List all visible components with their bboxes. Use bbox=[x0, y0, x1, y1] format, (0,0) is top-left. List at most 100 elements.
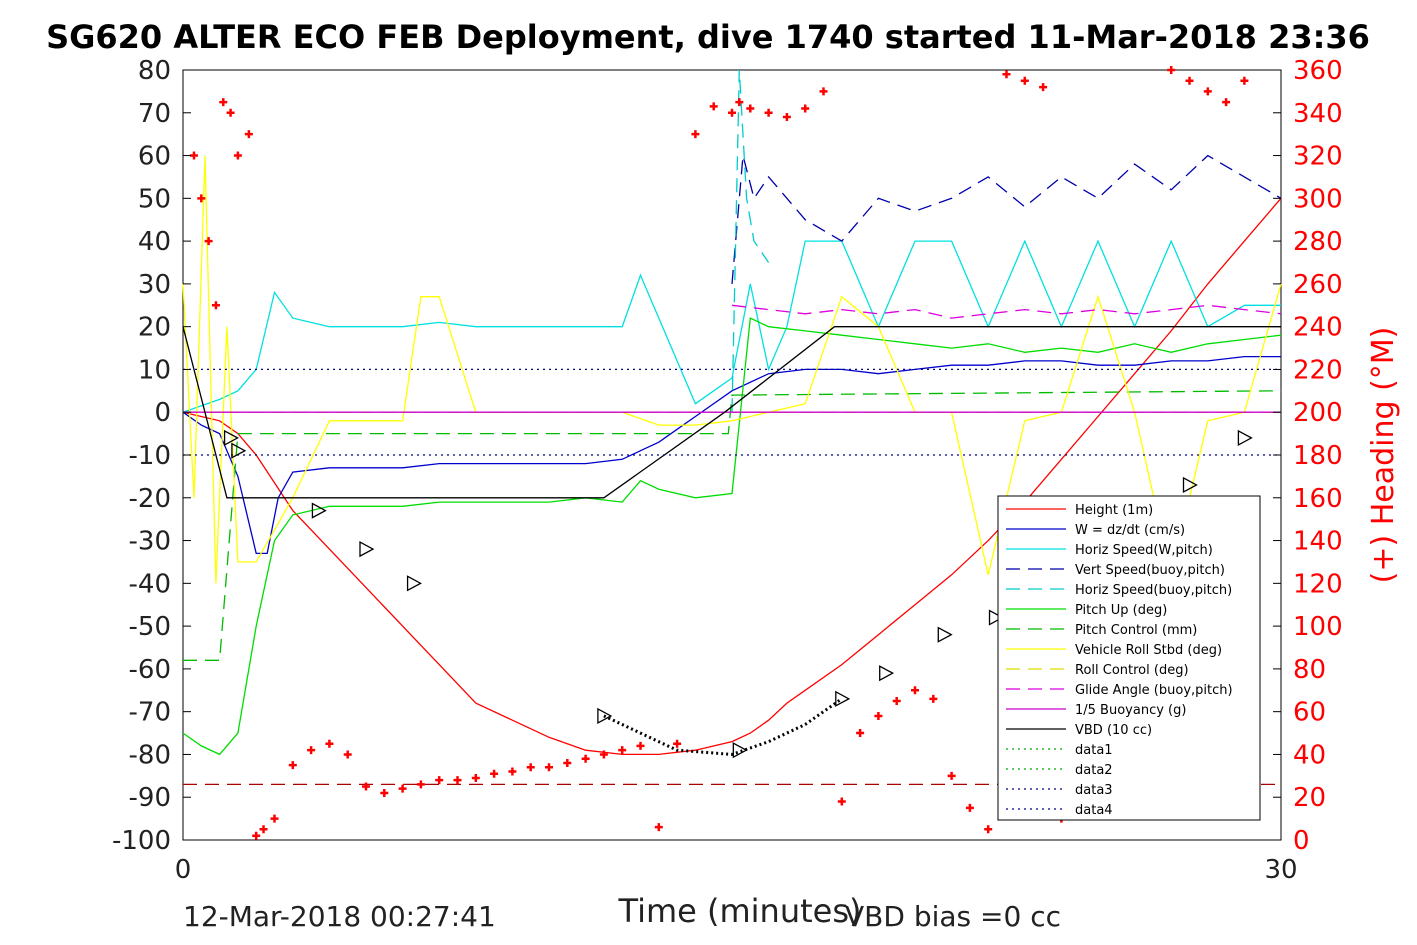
heading-point bbox=[929, 694, 938, 703]
heading-markers bbox=[189, 66, 1249, 840]
triangle-marker bbox=[223, 429, 239, 446]
heading-point bbox=[380, 788, 389, 797]
legend-label: Pitch Up (deg) bbox=[1075, 603, 1167, 618]
left-tick-label: -10 bbox=[129, 441, 171, 471]
heading-point bbox=[654, 823, 663, 832]
left-tick-label: 80 bbox=[138, 56, 171, 86]
heading-point bbox=[636, 741, 645, 750]
heading-point bbox=[819, 87, 828, 96]
series-line-0 bbox=[182, 197, 1282, 756]
heading-point bbox=[874, 711, 883, 720]
heading-point bbox=[252, 831, 261, 840]
right-tick-label: 40 bbox=[1293, 740, 1326, 770]
left-tick-label: -100 bbox=[112, 826, 171, 856]
right-tick-label: 120 bbox=[1293, 569, 1343, 599]
right-tick-label: 180 bbox=[1293, 441, 1343, 471]
left-tick-label: -50 bbox=[129, 612, 171, 642]
series-line-6 bbox=[183, 390, 1282, 661]
heading-point bbox=[453, 776, 462, 785]
heading-point bbox=[189, 151, 198, 160]
right-tick-label: 260 bbox=[1293, 270, 1343, 300]
heading-point bbox=[984, 825, 993, 834]
left-axis-ticks: 80 70 60 50 40 30 20 10 0 -10 -20 -30 -40 -50 -60 -70 -8… bbox=[112, 56, 191, 856]
heading-point bbox=[435, 776, 444, 785]
right-tick-label: 240 bbox=[1293, 313, 1343, 343]
left-tick-label: 50 bbox=[138, 184, 171, 214]
triangle-marker bbox=[732, 742, 748, 759]
x-axis-ticks: 0 30 bbox=[175, 855, 1298, 885]
right-tick-label: 200 bbox=[1293, 398, 1343, 428]
right-tick-label: 60 bbox=[1293, 698, 1326, 728]
x-tick-label: 0 bbox=[175, 855, 192, 885]
right-tick-label: 0 bbox=[1293, 826, 1310, 856]
left-tick-label: 60 bbox=[138, 142, 171, 172]
left-tick-label: -70 bbox=[129, 698, 171, 728]
right-tick-label: 280 bbox=[1293, 227, 1343, 257]
legend-label: VBD (10 cc) bbox=[1075, 723, 1152, 738]
chart-title: SG620 ALTER ECO FEB Deployment, dive 174… bbox=[46, 18, 1370, 56]
legend: Height (1m) W = dz/dt (cm/s) Horiz Speed(W… bbox=[997, 495, 1261, 821]
heading-point bbox=[526, 763, 535, 772]
heading-point bbox=[1203, 87, 1212, 96]
footer-timestamp: 12-Mar-2018 00:27:41 bbox=[183, 900, 496, 933]
heading-point bbox=[709, 102, 718, 111]
heading-point bbox=[545, 763, 553, 772]
triangle-marker bbox=[231, 442, 247, 459]
heading-point bbox=[764, 108, 773, 117]
triangle-marker bbox=[359, 541, 375, 558]
heading-point bbox=[618, 746, 627, 755]
heading-point bbox=[325, 739, 334, 748]
triangle-marker bbox=[311, 502, 327, 519]
heading-point bbox=[728, 108, 736, 117]
heading-point bbox=[1039, 83, 1048, 92]
heading-point bbox=[599, 750, 608, 759]
left-tick-label: -60 bbox=[129, 655, 171, 685]
legend-label: W = dz/dt (cm/s) bbox=[1075, 523, 1185, 538]
legend-label: Glide Angle (buoy,pitch) bbox=[1075, 683, 1233, 698]
left-tick-label: 20 bbox=[138, 313, 171, 343]
heading-point bbox=[691, 130, 700, 139]
heading-point bbox=[1002, 70, 1011, 79]
triangle-markers bbox=[223, 429, 1253, 759]
right-tick-label: 160 bbox=[1293, 484, 1343, 514]
legend-label: Pitch Control (mm) bbox=[1075, 623, 1197, 638]
legend-label: Horiz Speed(W,pitch) bbox=[1075, 543, 1213, 558]
heading-point bbox=[892, 696, 901, 705]
heading-point bbox=[1240, 76, 1249, 85]
heading-point bbox=[204, 237, 213, 246]
left-tick-label: 40 bbox=[138, 227, 171, 257]
heading-point bbox=[398, 784, 407, 793]
heading-point bbox=[782, 113, 791, 122]
left-tick-label: -90 bbox=[129, 783, 171, 813]
left-tick-label: -20 bbox=[129, 484, 171, 514]
right-tick-label: 220 bbox=[1293, 355, 1343, 385]
footer-vbd-bias: VBD bias =0 cc bbox=[845, 900, 1061, 933]
series-line-3 bbox=[731, 154, 1282, 284]
legend-label: data2 bbox=[1075, 763, 1113, 778]
legend-box bbox=[997, 495, 1261, 821]
heading-point bbox=[233, 151, 242, 160]
heading-point bbox=[211, 301, 220, 310]
heading-point bbox=[1020, 76, 1029, 85]
legend-label: Vehicle Roll Stbd (deg) bbox=[1075, 643, 1222, 658]
left-tick-label: 30 bbox=[138, 270, 171, 300]
heading-point bbox=[1222, 98, 1231, 107]
left-tick-label: 70 bbox=[138, 99, 171, 129]
right-tick-label: 80 bbox=[1293, 655, 1326, 685]
heading-point bbox=[197, 194, 206, 203]
heading-point bbox=[219, 98, 228, 107]
triangle-marker bbox=[1182, 476, 1198, 494]
heading-point bbox=[837, 797, 846, 806]
right-tick-label: 360 bbox=[1293, 56, 1343, 86]
heading-point bbox=[965, 803, 974, 812]
triangle-marker bbox=[937, 626, 953, 643]
legend-label: data1 bbox=[1075, 743, 1113, 758]
heading-point bbox=[508, 767, 517, 776]
heading-point bbox=[746, 104, 755, 113]
heading-point bbox=[911, 686, 919, 695]
legend-label: 1/5 Buoyancy (g) bbox=[1075, 703, 1186, 718]
heading-point bbox=[307, 746, 316, 755]
triangle-marker bbox=[406, 575, 422, 592]
right-tick-label: 320 bbox=[1293, 142, 1343, 172]
